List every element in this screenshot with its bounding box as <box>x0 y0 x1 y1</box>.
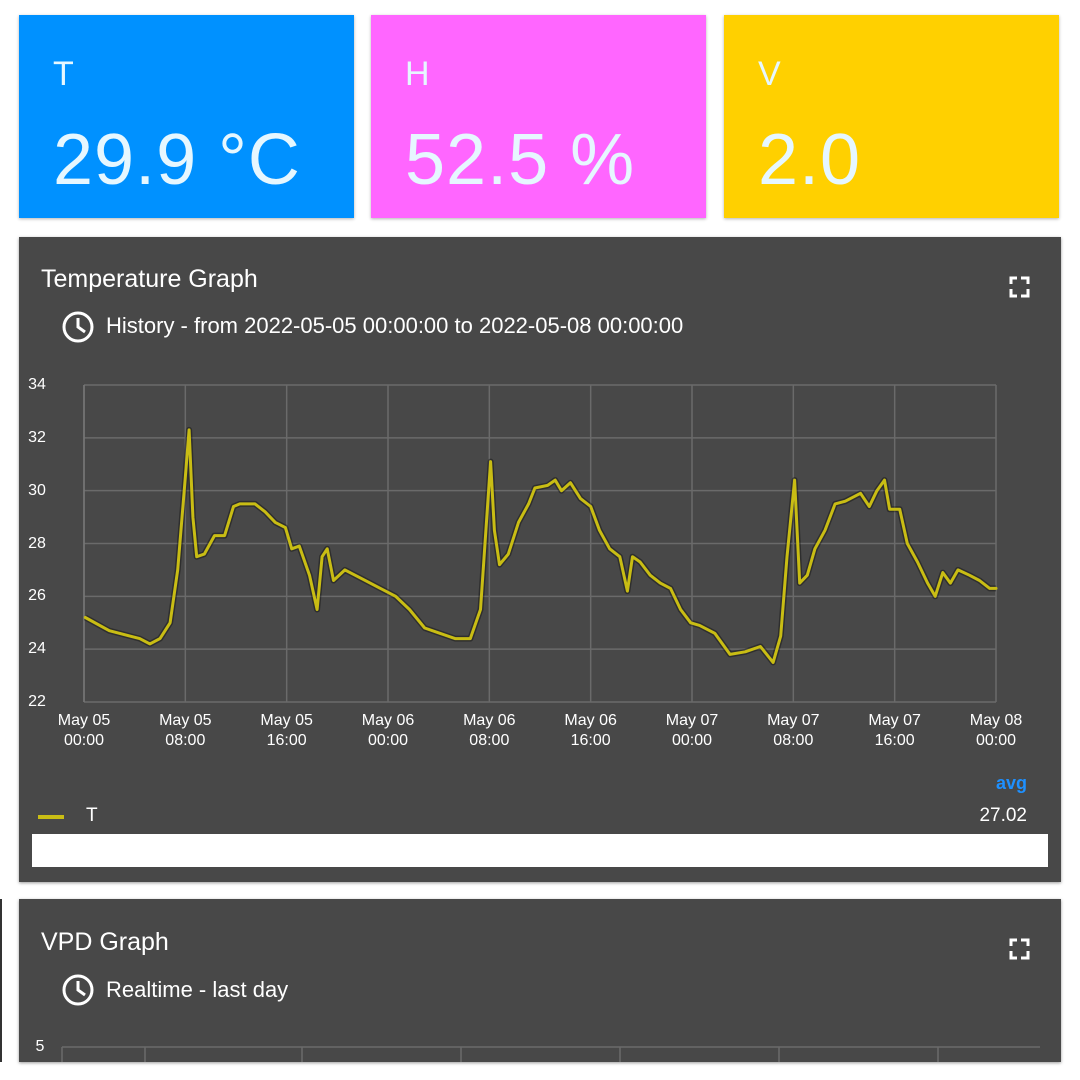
x-tick-label: May 07 08:00 <box>767 712 820 749</box>
tile-value: 52.5 % <box>405 120 636 200</box>
panel-subtitle: Realtime - last day <box>106 977 289 1002</box>
x-tick-label: May 05 16:00 <box>260 712 313 749</box>
panel-title: Temperature Graph <box>41 265 258 293</box>
x-tick-label: May 06 08:00 <box>463 712 516 749</box>
tile: H 52.5 % <box>371 15 706 218</box>
temperature-panel: Temperature Graph History - from 2022-05… <box>19 237 1061 882</box>
x-tick-label: May 05 08:00 <box>159 712 212 749</box>
y-tick-label: 26 <box>28 587 46 605</box>
tile-label: T <box>53 55 74 93</box>
x-tick-label: May 05 00:00 <box>57 712 111 749</box>
series-line <box>83 428 998 664</box>
legend-label: T <box>86 805 98 826</box>
legend-avg: 27.02 <box>979 805 1027 826</box>
avg-header: avg <box>995 773 1027 793</box>
history-icon <box>62 311 94 1006</box>
x-tick-label: May 07 16:00 <box>868 712 921 749</box>
y-tick-label: 30 <box>28 481 46 499</box>
y-tick-label: 22 <box>28 693 46 710</box>
y-tick-label: 5 <box>35 1038 45 1055</box>
y-tick-label: 24 <box>28 640 46 658</box>
tile-value: 29.9 °C <box>53 120 301 200</box>
y-tick-label: 32 <box>28 428 46 446</box>
tile: V 2.0 <box>724 15 1059 218</box>
tile-label: V <box>758 55 781 93</box>
panel-subtitle: History - from 2022-05-05 00:00:00 to 20… <box>106 313 684 338</box>
x-tick-label: May 06 16:00 <box>564 712 617 749</box>
y-tick-label: 34 <box>28 376 46 393</box>
fullscreen-icon[interactable] <box>1009 276 1030 960</box>
vpd-panel: VPD Graph Realtime - last day <box>19 899 1061 1062</box>
range-bar <box>32 834 1048 867</box>
line-glow <box>83 426 996 666</box>
tile-value: 2.0 <box>758 120 862 200</box>
tile: T 29.9 °C <box>19 15 354 218</box>
x-tick-label: May 08 00:00 <box>969 712 1023 749</box>
edge <box>0 899 2 1062</box>
x-tick-label: May 06 00:00 <box>361 712 415 749</box>
y-tick-label: 28 <box>28 534 46 552</box>
tile-label: H <box>405 55 430 93</box>
x-tick-label: May 07 00:00 <box>665 712 719 749</box>
panel-title: VPD Graph <box>41 928 169 956</box>
